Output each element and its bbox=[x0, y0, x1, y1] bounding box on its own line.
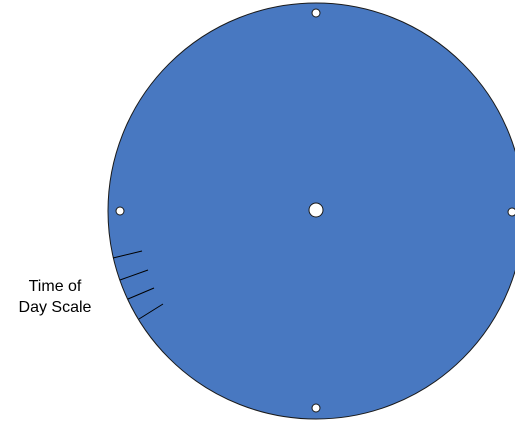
top-edge-hole bbox=[311, 8, 321, 18]
bottom-edge-hole bbox=[311, 403, 321, 413]
scale-tick bbox=[138, 303, 164, 320]
left-edge-hole bbox=[115, 206, 125, 216]
scale-tick bbox=[119, 269, 149, 281]
scale-tick bbox=[112, 250, 143, 259]
right-edge-hole bbox=[507, 207, 515, 217]
scale-label-line-1: Time of bbox=[28, 278, 82, 295]
time-of-day-scale-ticks bbox=[112, 250, 164, 320]
scale-label-line-2: Day Scale bbox=[18, 299, 92, 316]
center-hole bbox=[308, 202, 324, 218]
time-of-day-scale-label: Time of Day Scale bbox=[8, 276, 102, 318]
scale-tick bbox=[127, 287, 155, 300]
